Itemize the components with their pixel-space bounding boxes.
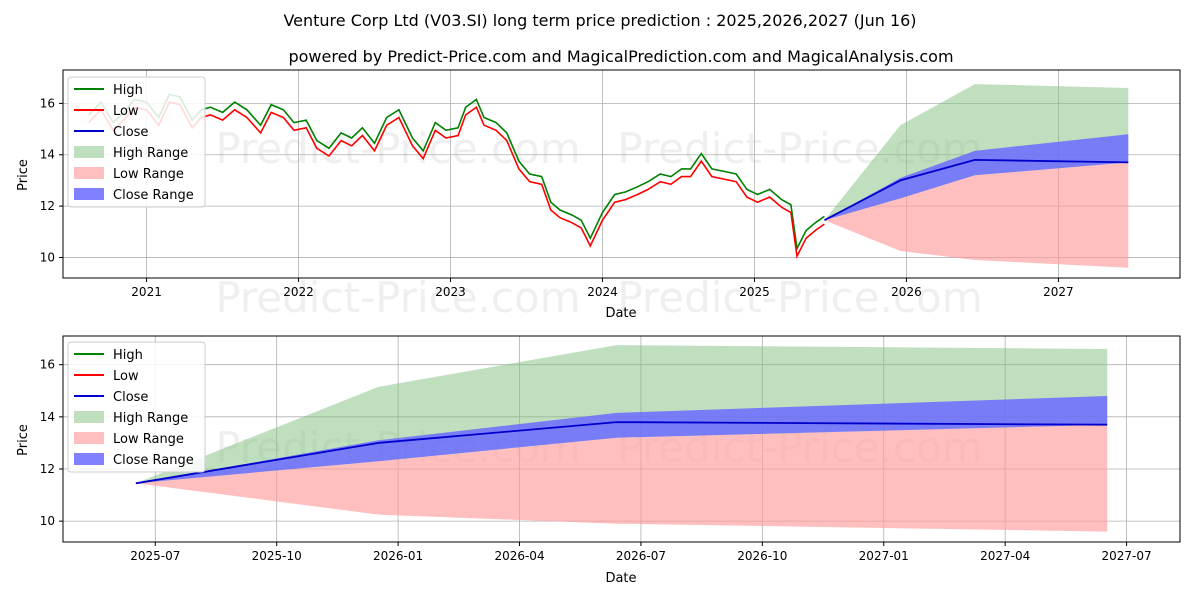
y-tick-label: 10	[40, 250, 55, 264]
y-tick-label: 16	[40, 96, 55, 110]
legend-patch-swatch	[74, 453, 104, 465]
y-tick-label: 14	[40, 410, 55, 424]
legend-label: Low	[113, 369, 139, 384]
high-history-line	[88, 93, 825, 252]
bottom-ticks: 2025-07 2025-10 2026-01 2026-04 2026-07 2026-…	[40, 358, 1152, 563]
bottom-panel: Predict-Price.com Predict-Price.com 2025…	[16, 335, 1181, 586]
close-forecast-line	[823, 158, 1129, 221]
legend-patch-swatch	[74, 167, 104, 179]
legend-label: High Range	[113, 411, 188, 426]
x-tick-label: 2025	[739, 285, 770, 299]
x-tick-label: 2024	[587, 285, 618, 299]
x-tick-label: 2027-01	[859, 549, 909, 563]
top-y-axis-label: Price	[16, 159, 31, 191]
x-tick-label: 2025-10	[252, 549, 302, 563]
legend-label: Close	[113, 125, 148, 140]
x-tick-label: 2026-04	[494, 549, 544, 563]
bottom-legend: High Low Close High Range Low Range Close Ran…	[67, 341, 206, 473]
legend-label: High Range	[113, 146, 188, 161]
legend-patch-swatch	[74, 188, 104, 200]
low-range-band	[135, 424, 1108, 532]
x-tick-label: 2027-07	[1102, 549, 1152, 563]
watermark: Predict-Price.com	[215, 273, 580, 322]
x-tick-label: 2027-04	[980, 549, 1030, 563]
x-tick-label: 2026-01	[373, 549, 423, 563]
chart-subtitle: powered by Predict-Price.com and Magical…	[288, 47, 953, 66]
low-range-band	[824, 162, 1129, 268]
close-forecast-line	[135, 421, 1108, 485]
legend-label: Low Range	[113, 432, 184, 447]
legend-patch-swatch	[74, 146, 104, 158]
legend-label: Close	[113, 390, 148, 405]
x-tick-label: 2026	[891, 285, 922, 299]
x-tick-label: 2022	[283, 285, 314, 299]
bottom-y-axis-label: Price	[16, 424, 31, 456]
close-range-band	[824, 134, 1129, 221]
watermark: Predict-Price.com	[215, 124, 580, 173]
top-axes-frame	[62, 69, 1181, 279]
top-legend: High Low Close High Range Low Range Close Ran…	[67, 76, 206, 208]
top-series	[88, 84, 1129, 268]
y-tick-label: 14	[40, 148, 55, 162]
y-tick-label: 10	[40, 514, 55, 528]
legend-label: High	[113, 348, 143, 363]
y-tick-label: 16	[40, 358, 55, 372]
legend-label: Low	[113, 104, 139, 119]
legend-label: High	[113, 83, 143, 98]
x-tick-label: 2026-07	[616, 549, 666, 563]
top-ticks: 2021 2022 2023 2024 2025 2026 2027 10 12 14 16	[40, 96, 1074, 299]
x-tick-label: 2026-10	[737, 549, 787, 563]
close-range-band	[135, 396, 1108, 484]
chart-title: Venture Corp Ltd (V03.SI) long term pric…	[283, 11, 916, 30]
x-tick-label: 2027	[1043, 285, 1074, 299]
x-tick-label: 2025-07	[130, 549, 180, 563]
x-tick-label: 2023	[435, 285, 466, 299]
legend-patch-swatch	[74, 411, 104, 423]
y-tick-label: 12	[40, 462, 55, 476]
bottom-x-axis-label: Date	[605, 571, 636, 586]
legend-label: Close Range	[113, 188, 194, 203]
y-tick-label: 12	[40, 199, 55, 213]
low-history-line	[88, 101, 825, 259]
legend-label: Close Range	[113, 453, 194, 468]
top-panel: Predict-Price.com Predict-Price.com Pred…	[16, 69, 1181, 322]
watermark: Predict-Price.com	[617, 273, 982, 322]
legend-label: Low Range	[113, 167, 184, 182]
bottom-series	[135, 345, 1108, 532]
top-x-axis-label: Date	[605, 306, 636, 321]
legend-patch-swatch	[74, 432, 104, 444]
bottom-axes-frame	[62, 335, 1181, 543]
x-tick-label: 2021	[131, 285, 162, 299]
